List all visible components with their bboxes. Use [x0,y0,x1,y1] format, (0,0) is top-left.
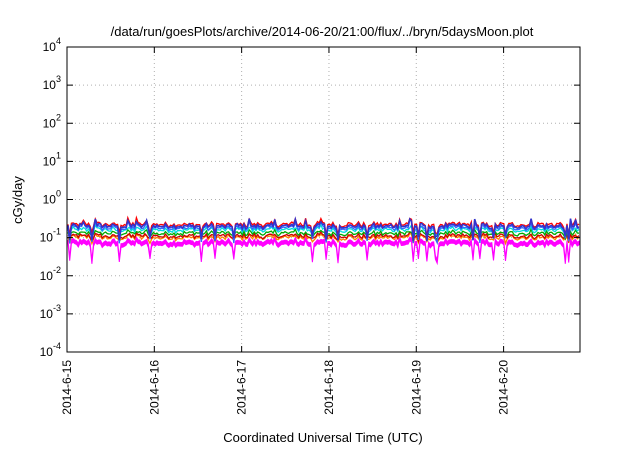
series-line [67,231,580,246]
ticks-layer [66,46,580,353]
x-axis-title: Coordinated Universal Time (UTC) [223,430,422,445]
series-layer [67,215,580,266]
y-tick-label: 101 [43,150,61,168]
x-tick-label: 2014-6-19 [409,360,423,415]
y-tick-label: 10-3 [40,303,61,321]
y-tick-label: 10-4 [40,341,61,359]
x-tick-label: 2014-6-15 [60,360,74,415]
y-axis-title: cGy/day [10,176,25,224]
y-tick-label: 104 [43,36,61,54]
y-tick-label: 102 [43,112,61,130]
x-tick-label: 2014-6-16 [147,360,161,415]
x-tick-label: 2014-6-20 [497,360,511,415]
y-tick-label: 103 [43,74,61,92]
x-tick-label: 2014-6-17 [235,360,249,415]
y-tick-label: 10-2 [40,265,61,283]
x-tick-label: 2014-6-18 [322,360,336,415]
y-tick-label: 100 [43,189,61,207]
series-area [67,234,580,266]
grid-layer [67,47,580,352]
chart-title: /data/run/goesPlots/archive/2014-06-20/2… [111,24,534,39]
series-line [67,216,580,242]
y-tick-label: 10-1 [40,227,61,245]
labels-layer: 10-4 10-3 10-2 10-1 100 101 102 103 104 2014-6-15… [40,36,511,415]
